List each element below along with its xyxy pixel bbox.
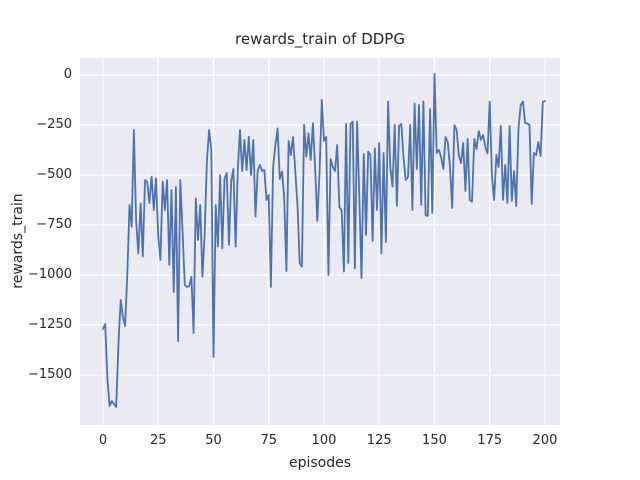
y-tick-label: −1500 [28,367,72,382]
y-tick-label: −1000 [28,267,72,282]
y-tick-label: 0 [63,67,72,82]
x-tick-label: 100 [311,433,337,448]
x-tick-label: 0 [98,433,108,448]
chart-title: rewards_train of DDPG [235,30,405,48]
y-tick-label: −750 [36,217,72,232]
plot-area [80,58,560,425]
x-tick-label: 25 [149,433,167,448]
x-tick-label: 175 [477,433,503,448]
y-axis-label: rewards_train [10,193,26,289]
plot-canvas [80,58,560,425]
y-tick-label: −1250 [28,317,72,332]
y-tick-label: −500 [36,167,72,182]
x-tick-label: 75 [260,433,277,448]
x-tick-label: 200 [532,433,558,448]
x-tick-label: 150 [422,433,447,448]
x-axis-label: episodes [288,455,352,471]
x-tick-label: 125 [366,433,392,448]
series-line [102,73,546,408]
y-tick-label: −250 [36,117,72,132]
x-tick-label: 50 [205,433,222,448]
